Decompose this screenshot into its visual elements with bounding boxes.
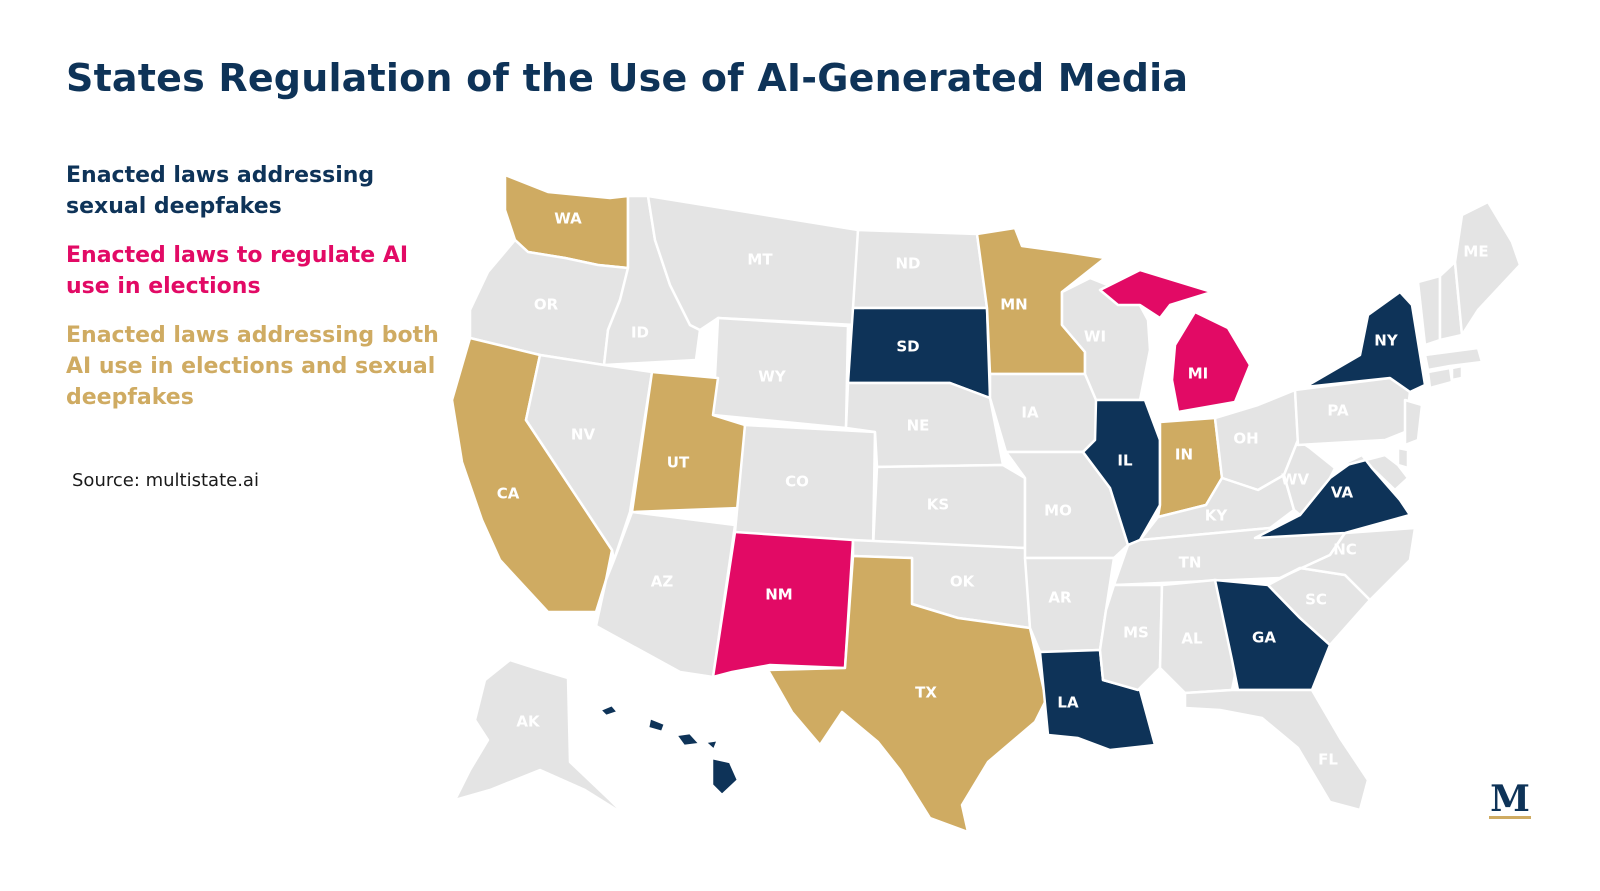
state-fl <box>1183 688 1370 812</box>
state-label-nj: NJ <box>1428 404 1446 422</box>
state-label-ut: UT <box>667 454 690 472</box>
state-label-va: VA <box>1331 484 1354 502</box>
state-ia <box>988 372 1102 454</box>
state-ct <box>1426 366 1454 390</box>
state-label-md: MD <box>1416 469 1443 487</box>
state-label-ri: RI <box>1483 361 1500 379</box>
state-label-de: DE <box>1419 442 1442 460</box>
state-label-nm: NM <box>765 586 792 604</box>
state-label-ms: MS <box>1123 624 1149 642</box>
state-label-pa: PA <box>1327 402 1349 420</box>
state-label-id: ID <box>631 324 649 342</box>
legend-item-both: Enacted laws addressing both AI use in e… <box>66 323 439 410</box>
state-label-ne: NE <box>907 417 930 435</box>
state-ma <box>1423 346 1484 372</box>
state-label-tx: TX <box>915 684 937 702</box>
state-tx <box>766 554 1048 834</box>
state-label-ks: KS <box>927 496 949 514</box>
state-label-me: ME <box>1463 243 1488 261</box>
state-de <box>1396 446 1410 470</box>
state-me <box>1453 200 1522 337</box>
state-label-ak: AK <box>516 713 541 731</box>
state-label-nc: NC <box>1333 541 1357 559</box>
state-label-in: IN <box>1175 446 1193 464</box>
legend-item-sexual-deepfakes: Enacted laws addressing sexual deepfakes <box>66 163 375 219</box>
state-pa <box>1293 376 1412 447</box>
state-nm <box>711 530 855 679</box>
state-label-mn: MN <box>1000 296 1027 314</box>
state-label-tn: TN <box>1179 554 1202 572</box>
legend-item-elections: Enacted laws to regulate AI use in elect… <box>66 243 409 299</box>
state-ri <box>1450 364 1464 382</box>
state-label-ma: MA <box>1494 344 1521 362</box>
state-label-wy: WY <box>758 368 787 386</box>
state-label-ny: NY <box>1374 332 1399 350</box>
state-ny <box>1303 290 1427 394</box>
state-label-ok: OK <box>950 573 976 591</box>
state-label-ga: GA <box>1252 629 1276 647</box>
state-ak <box>453 658 627 817</box>
state-label-wa: WA <box>554 210 582 228</box>
state-label-nh: NH <box>1470 316 1495 334</box>
state-nj <box>1403 398 1424 447</box>
state-label-ca: CA <box>497 485 520 503</box>
state-label-ct: CT <box>1456 374 1478 392</box>
state-label-co: CO <box>785 473 809 491</box>
source-note: Source: multistate.ai <box>72 470 259 491</box>
logo-letter: M <box>1490 778 1530 820</box>
state-label-ia: IA <box>1021 404 1039 422</box>
company-logo: M <box>1489 778 1531 820</box>
map-title: States Regulation of the Use of AI-Gener… <box>66 56 1189 100</box>
state-hi <box>598 703 740 797</box>
state-label-il: IL <box>1117 452 1133 470</box>
state-label-sc: SC <box>1305 591 1327 609</box>
state-label-hi: HI <box>677 767 695 785</box>
state-label-mo: MO <box>1044 502 1072 520</box>
state-label-mt: MT <box>747 251 773 269</box>
state-mi <box>1098 268 1252 414</box>
state-label-nd: ND <box>895 255 920 273</box>
state-label-wi: WI <box>1084 328 1106 346</box>
state-vt <box>1416 274 1442 347</box>
legend: Enacted laws addressing sexual deepfakes… <box>66 160 446 431</box>
state-label-nv: NV <box>571 426 596 444</box>
state-label-al: AL <box>1181 630 1203 648</box>
state-md <box>1333 453 1410 492</box>
state-label-mi: MI <box>1188 365 1209 383</box>
state-label-ky: KY <box>1205 507 1229 525</box>
state-label-ar: AR <box>1048 589 1072 607</box>
state-label-or: OR <box>534 296 559 314</box>
state-label-oh: OH <box>1233 430 1258 448</box>
state-label-fl: FL <box>1318 751 1338 769</box>
state-label-vt: VT <box>1411 261 1434 279</box>
state-label-wv: WV <box>1281 471 1310 489</box>
state-label-az: AZ <box>651 573 674 591</box>
state-label-la: LA <box>1057 694 1079 712</box>
state-nc <box>1278 526 1417 602</box>
state-label-sd: SD <box>896 338 919 356</box>
